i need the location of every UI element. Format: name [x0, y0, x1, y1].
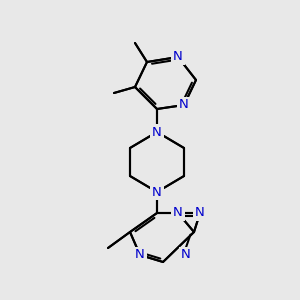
- Text: N: N: [179, 98, 189, 112]
- Text: N: N: [195, 206, 205, 220]
- Text: N: N: [152, 125, 162, 139]
- Text: N: N: [152, 185, 162, 199]
- Text: N: N: [135, 248, 145, 262]
- Text: N: N: [135, 248, 145, 262]
- Text: N: N: [152, 185, 162, 199]
- Text: N: N: [152, 125, 162, 139]
- Text: N: N: [173, 50, 183, 64]
- Text: N: N: [173, 206, 183, 220]
- Text: N: N: [179, 98, 189, 112]
- Text: N: N: [195, 206, 205, 220]
- Text: N: N: [181, 248, 191, 262]
- Text: N: N: [173, 206, 183, 220]
- Text: N: N: [181, 248, 191, 262]
- Text: N: N: [173, 50, 183, 64]
